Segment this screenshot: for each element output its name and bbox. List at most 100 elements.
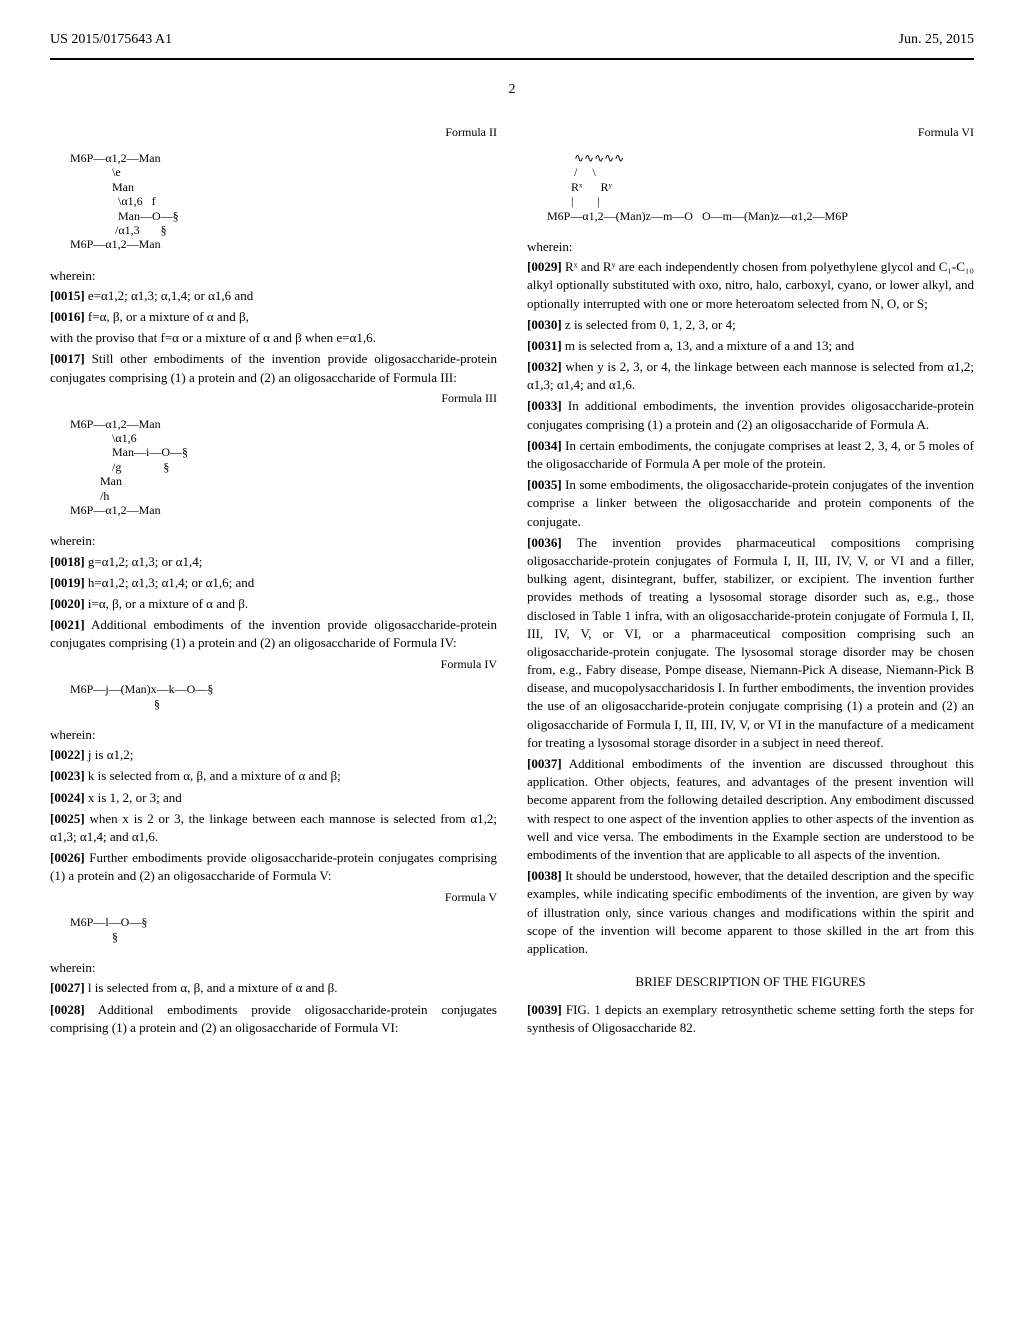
para-num: [0020] [50,596,85,611]
para-text: e=α1,2; α1,3; α,1,4; or α1,6 and [85,288,254,303]
wherein-text: wherein: [50,532,497,550]
para-text: x is 1, 2, or 3; and [85,790,182,805]
formula3-label: Formula III [50,390,497,407]
formula6-diagram: ∿∿∿∿∿ / \ Rˣ Rʸ | | M6P—α1,2—(Man)z—m—O … [547,151,954,223]
formula5-diagram: M6P—l—O—§ § [70,915,477,944]
section-title: BRIEF DESCRIPTION OF THE FIGURES [527,973,974,991]
para-num: [0033] [527,398,562,413]
para-19: [0019] h=α1,2; α1,3; α1,4; or α1,6; and [50,574,497,592]
para-text: f=α, β, or a mixture of α and β, [85,309,249,324]
para-num: [0028] [50,1002,85,1017]
para-num: [0016] [50,309,85,324]
para-15: [0015] e=α1,2; α1,3; α,1,4; or α1,6 and [50,287,497,305]
page-header: US 2015/0175643 A1 Jun. 25, 2015 [50,30,974,50]
para-num: [0017] [50,351,85,366]
para-text: k is selected from α, β, and a mixture o… [85,768,341,783]
para-text: Further embodiments provide oligosacchar… [50,850,497,883]
doc-date: Jun. 25, 2015 [899,30,974,50]
formula5-label: Formula V [50,889,497,906]
para-num: [0019] [50,575,85,590]
wherein-text: wherein: [527,238,974,256]
wherein-text: wherein: [50,267,497,285]
para-num: [0023] [50,768,85,783]
para-35: [0035] In some embodiments, the oligosac… [527,476,974,531]
para-30: [0030] z is selected from 0, 1, 2, 3, or… [527,316,974,334]
para-num: [0021] [50,617,85,632]
para-num: [0026] [50,850,85,865]
para-38: [0038] It should be understood, however,… [527,867,974,958]
formula2-label: Formula II [50,124,497,141]
para-num: [0035] [527,477,562,492]
para-26: [0026] Further embodiments provide oligo… [50,849,497,885]
para-text: m is selected from a, 13, and a mixture … [562,338,854,353]
para-text: z is selected from 0, 1, 2, 3, or 4; [562,317,736,332]
para-39: [0039] FIG. 1 depicts an exemplary retro… [527,1001,974,1037]
formula4-label: Formula IV [50,656,497,673]
para-31: [0031] m is selected from a, 13, and a m… [527,337,974,355]
para-num: [0031] [527,338,562,353]
para-29: [0029] Rˣ and Rʸ are each independently … [527,258,974,313]
para-37: [0037] Additional embodiments of the inv… [527,755,974,864]
para-text: when x is 2 or 3, the linkage between ea… [50,811,497,844]
para-num: [0030] [527,317,562,332]
para-text: The invention provides pharmaceutical co… [527,535,974,750]
formula2-diagram: M6P—α1,2—Man \e Man \α1,6 f Man—O—§ /α1,… [70,151,477,252]
para-text: FIG. 1 depicts an exemplary retrosynthet… [527,1002,974,1035]
formula4-diagram: M6P—j—(Man)x—k—O—§ § [70,682,477,711]
doc-number: US 2015/0175643 A1 [50,30,172,50]
left-column: Formula II M6P—α1,2—Man \e Man \α1,6 f M… [50,124,497,1040]
para-text: Additional embodiments of the invention … [527,756,974,862]
para-text: when y is 2, 3, or 4, the linkage betwee… [527,359,974,392]
para-num: [0027] [50,980,85,995]
para-text: Additional embodiments provide oligosacc… [50,1002,497,1035]
para-16: [0016] f=α, β, or a mixture of α and β, [50,308,497,326]
para-32: [0032] when y is 2, 3, or 4, the linkage… [527,358,974,394]
para-34: [0034] In certain embodiments, the conju… [527,437,974,473]
para-33: [0033] In additional embodiments, the in… [527,397,974,433]
para-num: [0037] [527,756,562,771]
para-25: [0025] when x is 2 or 3, the linkage bet… [50,810,497,846]
para-text: Rˣ and Rʸ are each independently chosen … [527,259,974,310]
para-num: [0024] [50,790,85,805]
para-text: In certain embodiments, the conjugate co… [527,438,974,471]
formula3-diagram: M6P—α1,2—Man \α1,6 Man—i—O—§ /g § Man /h… [70,417,477,518]
para-text: Additional embodiments of the invention … [50,617,497,650]
para-text: In additional embodiments, the invention… [527,398,974,431]
page-number: 2 [50,80,974,100]
para-num: [0015] [50,288,85,303]
para-text: In some embodiments, the oligosaccharide… [527,477,974,528]
para-num: [0036] [527,535,562,550]
para-text: It should be understood, however, that t… [527,868,974,956]
para-text: g=α1,2; α1,3; or α1,4; [85,554,203,569]
para-num: [0038] [527,868,562,883]
para-num: [0025] [50,811,85,826]
para-text: l is selected from α, β, and a mixture o… [85,980,338,995]
para-text: h=α1,2; α1,3; α1,4; or α1,6; and [85,575,255,590]
para-27: [0027] l is selected from α, β, and a mi… [50,979,497,997]
para-num: [0022] [50,747,85,762]
wherein-text: wherein: [50,726,497,744]
header-divider [50,58,974,60]
para-23: [0023] k is selected from α, β, and a mi… [50,767,497,785]
para-num: [0039] [527,1002,562,1017]
para-num: [0018] [50,554,85,569]
para-num: [0029] [527,259,562,274]
para-24: [0024] x is 1, 2, or 3; and [50,789,497,807]
para-22: [0022] j is α1,2; [50,746,497,764]
right-column: Formula VI ∿∿∿∿∿ / \ Rˣ Rʸ | | M6P—α1,2—… [527,124,974,1040]
para-num: [0034] [527,438,562,453]
para-28: [0028] Additional embodiments provide ol… [50,1001,497,1037]
para-text: Still other embodiments of the invention… [50,351,497,384]
formula6-label: Formula VI [527,124,974,141]
para-17: [0017] Still other embodiments of the in… [50,350,497,386]
para-36: [0036] The invention provides pharmaceut… [527,534,974,752]
para-20: [0020] i=α, β, or a mixture of α and β. [50,595,497,613]
para-18: [0018] g=α1,2; α1,3; or α1,4; [50,553,497,571]
para-num: [0032] [527,359,562,374]
para-text: i=α, β, or a mixture of α and β. [85,596,248,611]
para-text: j is α1,2; [85,747,134,762]
content-columns: Formula II M6P—α1,2—Man \e Man \α1,6 f M… [50,124,974,1040]
para-21: [0021] Additional embodiments of the inv… [50,616,497,652]
wherein-text: wherein: [50,959,497,977]
para-16b: with the proviso that f=α or a mixture o… [50,329,497,347]
